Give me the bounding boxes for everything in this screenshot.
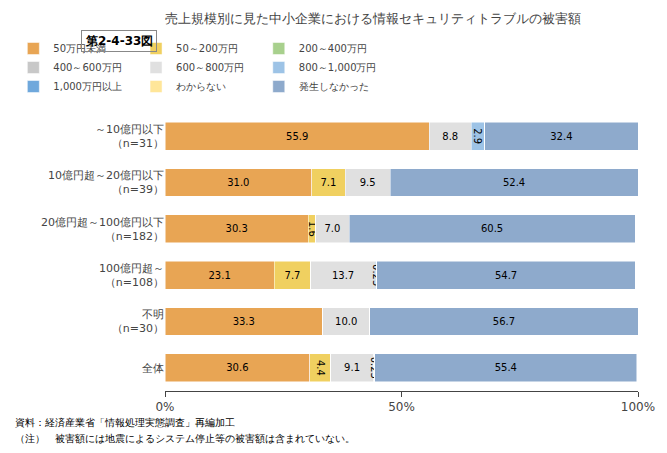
svg-text:400～600万円: 400～600万円	[53, 62, 121, 73]
svg-text:50万円未満: 50万円未満	[53, 43, 106, 54]
svg-text:不明（n=30）: 不明（n=30）	[112, 308, 164, 335]
svg-text:13.7: 13.7	[332, 270, 354, 281]
svg-text:9.1: 9.1	[344, 362, 360, 373]
svg-text:0%: 0%	[155, 400, 174, 414]
svg-text:10億円超～20億円以下（n=39）: 10億円超～20億円以下（n=39）	[48, 169, 164, 196]
svg-text:50～200万円: 50～200万円	[176, 43, 238, 54]
svg-text:7.7: 7.7	[285, 270, 301, 281]
svg-text:30.3: 30.3	[226, 223, 248, 234]
svg-text:100%: 100%	[621, 400, 655, 414]
svg-text:50%: 50%	[388, 400, 415, 414]
svg-text:52.4: 52.4	[503, 177, 525, 188]
svg-text:資料：経済産業省「情報処理実態調査」再編加工: 資料：経済産業省「情報処理実態調査」再編加工	[15, 417, 235, 428]
svg-text:32.4: 32.4	[550, 131, 572, 142]
svg-text:わからない: わからない	[176, 81, 226, 92]
svg-text:31.0: 31.0	[227, 177, 249, 188]
svg-text:2.9: 2.9	[472, 128, 483, 144]
svg-text:発生しなかった: 発生しなかった	[299, 81, 369, 92]
svg-text:7.0: 7.0	[324, 223, 340, 234]
svg-text:200～400万円: 200～400万円	[299, 43, 367, 54]
svg-text:60.5: 60.5	[481, 223, 503, 234]
svg-text:第2-4-33図: 第2-4-33図	[85, 34, 153, 48]
svg-text:全体: 全体	[142, 362, 164, 375]
svg-text:売上規模別に見た中小企業における情報セキュリティトラブルの被: 売上規模別に見た中小企業における情報セキュリティトラブルの被害額	[165, 11, 581, 26]
svg-text:1.6: 1.6	[307, 221, 318, 237]
svg-text:（注） 被害額には地震によるシステム停止等の被害額は含まれて: （注） 被害額には地震によるシステム停止等の被害額は含まれていない。	[15, 433, 355, 444]
svg-text:～10億円以下（n=31）: ～10億円以下（n=31）	[95, 123, 164, 150]
svg-text:1,000万円以上: 1,000万円以上	[53, 81, 122, 92]
svg-text:600～800万円: 600～800万円	[176, 62, 244, 73]
svg-text:4.4: 4.4	[315, 360, 326, 376]
svg-text:8.8: 8.8	[442, 131, 458, 142]
svg-text:23.1: 23.1	[208, 270, 230, 281]
svg-text:54.7: 54.7	[495, 270, 517, 281]
svg-text:9.5: 9.5	[360, 177, 376, 188]
svg-text:800～1,000万円: 800～1,000万円	[299, 62, 377, 73]
svg-text:100億円超～（n=108）: 100億円超～（n=108）	[99, 262, 164, 289]
svg-text:10.0: 10.0	[335, 316, 357, 327]
svg-text:0.25: 0.25	[369, 357, 380, 379]
svg-text:55.9: 55.9	[286, 131, 308, 142]
svg-text:20億円超～100億円以下（n=182）: 20億円超～100億円以下（n=182）	[41, 216, 164, 243]
svg-text:55.4: 55.4	[495, 362, 517, 373]
svg-text:30.6: 30.6	[226, 362, 248, 373]
svg-text:7.1: 7.1	[320, 177, 336, 188]
svg-text:33.3: 33.3	[233, 316, 255, 327]
svg-text:56.7: 56.7	[493, 316, 515, 327]
svg-text:0.25: 0.25	[371, 264, 382, 286]
